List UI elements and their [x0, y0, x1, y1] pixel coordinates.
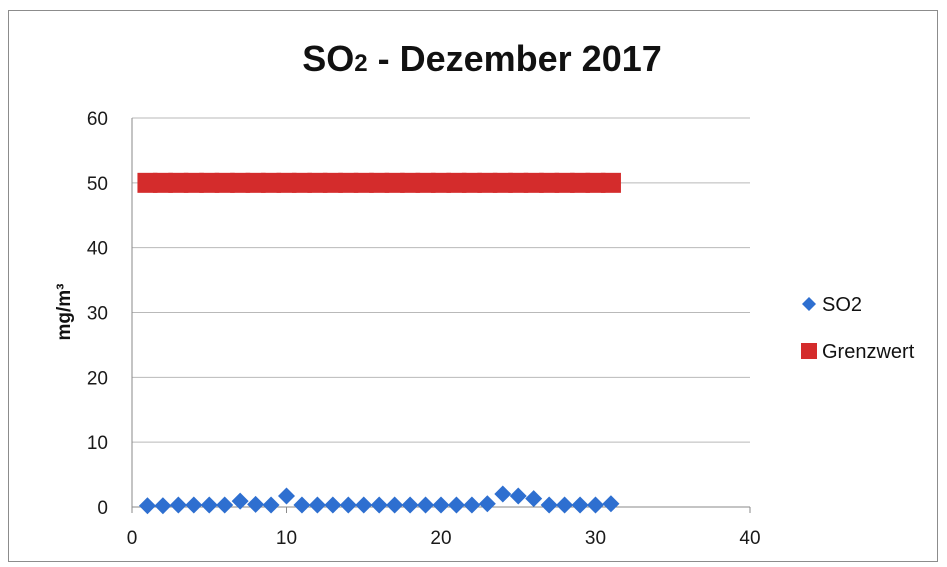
y-tick-label-0: 0: [97, 498, 108, 519]
grenzwert-point-25: [508, 172, 529, 193]
legend-grenzwert-marker: [801, 343, 817, 359]
grenzwert-point-29: [570, 172, 591, 193]
so2-point-17: [386, 496, 404, 514]
grenzwert-point-11: [291, 172, 312, 193]
grenzwert-point-3: [168, 172, 189, 193]
gridlines: [132, 117, 750, 443]
grenzwert-point-5: [199, 172, 220, 193]
so2-point-13: [324, 496, 342, 514]
so2-point-29: [571, 496, 589, 514]
x-tick-label-30: 30: [585, 528, 606, 549]
grenzwert-point-21: [446, 172, 467, 193]
grenzwert-point-22: [461, 172, 482, 193]
grenzwert-point-4: [183, 172, 204, 193]
so2-point-14: [339, 496, 357, 514]
grenzwert-point-7: [230, 172, 251, 193]
title-main: SO: [302, 38, 354, 79]
grenzwert-point-2: [152, 172, 173, 193]
grenzwert-point-12: [307, 172, 328, 193]
grenzwert-point-31: [600, 172, 621, 193]
so2-point-21: [447, 496, 465, 514]
y-tick-label-50: 50: [87, 174, 108, 195]
legend-so2-marker: [802, 297, 816, 311]
so2-point-4: [185, 496, 203, 514]
grenzwert-point-18: [400, 172, 421, 193]
grenzwert-point-6: [214, 172, 235, 193]
so2-point-3: [169, 496, 187, 514]
so2-point-25: [509, 487, 527, 505]
grenzwert-point-9: [261, 172, 282, 193]
so2-point-11: [293, 496, 311, 514]
grenzwert-point-26: [523, 172, 544, 193]
y-tick-label-30: 30: [87, 304, 108, 325]
chart-frame: [8, 10, 938, 562]
x-tick-label-10: 10: [276, 528, 297, 549]
so2-point-26: [525, 490, 543, 508]
y-axis-label: mg/m³: [54, 284, 75, 341]
so2-point-22: [463, 496, 481, 514]
so2-point-30: [587, 496, 604, 514]
y-tick-labels: 0 10 20 30 40 50 60: [87, 109, 108, 519]
title-subscript: 2: [354, 50, 367, 77]
title-rest: - Dezember 2017: [368, 38, 662, 79]
series-grenzwert: [137, 172, 621, 193]
so2-point-20: [432, 496, 450, 514]
x-tick-label-20: 20: [430, 528, 451, 549]
x-tick-label-40: 40: [739, 528, 760, 549]
so2-point-19: [417, 496, 435, 514]
grenzwert-point-1: [137, 172, 158, 193]
so2-point-10: [278, 487, 295, 505]
grenzwert-point-19: [415, 172, 436, 193]
grenzwert-point-14: [338, 172, 359, 193]
grenzwert-point-8: [245, 172, 266, 193]
so2-point-15: [355, 496, 373, 514]
series-so2: [138, 485, 620, 515]
grenzwert-point-23: [477, 172, 498, 193]
grenzwert-point-27: [539, 172, 560, 193]
so2-point-16: [370, 496, 388, 514]
so2-point-2: [154, 497, 172, 515]
grenzwert-point-13: [322, 172, 343, 193]
grenzwert-point-10: [276, 172, 297, 193]
so2-point-18: [401, 496, 419, 514]
x-tick-label-0: 0: [127, 528, 138, 549]
grenzwert-point-24: [492, 172, 513, 193]
x-tick-labels: 0 10 20 30 40: [127, 528, 761, 549]
so2-point-6: [216, 496, 234, 514]
grenzwert-point-20: [431, 172, 451, 193]
so2-point-9: [262, 496, 280, 514]
grenzwert-point-30: [585, 172, 606, 193]
grenzwert-point-15: [353, 172, 374, 193]
so2-point-31: [602, 495, 620, 513]
so2-point-7: [231, 492, 249, 510]
so2-point-23: [478, 495, 496, 513]
so2-point-12: [308, 496, 326, 514]
so2-point-1: [138, 497, 156, 515]
so2-point-8: [247, 495, 265, 513]
grenzwert-point-28: [554, 172, 575, 193]
y-tick-label-20: 20: [87, 368, 108, 389]
y-tick-label-60: 60: [87, 109, 108, 130]
legend-so2-label: SO2: [822, 294, 862, 316]
grenzwert-point-16: [369, 172, 390, 193]
legend: SO2 Grenzwert: [801, 294, 915, 363]
legend-grenzwert-label: Grenzwert: [822, 341, 915, 363]
y-tick-label-40: 40: [87, 239, 108, 260]
so2-point-5: [200, 496, 218, 514]
chart-title: SO2 - Dezember 2017: [302, 38, 662, 79]
so2-point-24: [494, 485, 512, 503]
grenzwert-point-17: [384, 172, 405, 193]
so2-point-27: [540, 496, 558, 514]
y-tick-label-10: 10: [87, 433, 108, 454]
so2-point-28: [556, 496, 574, 514]
